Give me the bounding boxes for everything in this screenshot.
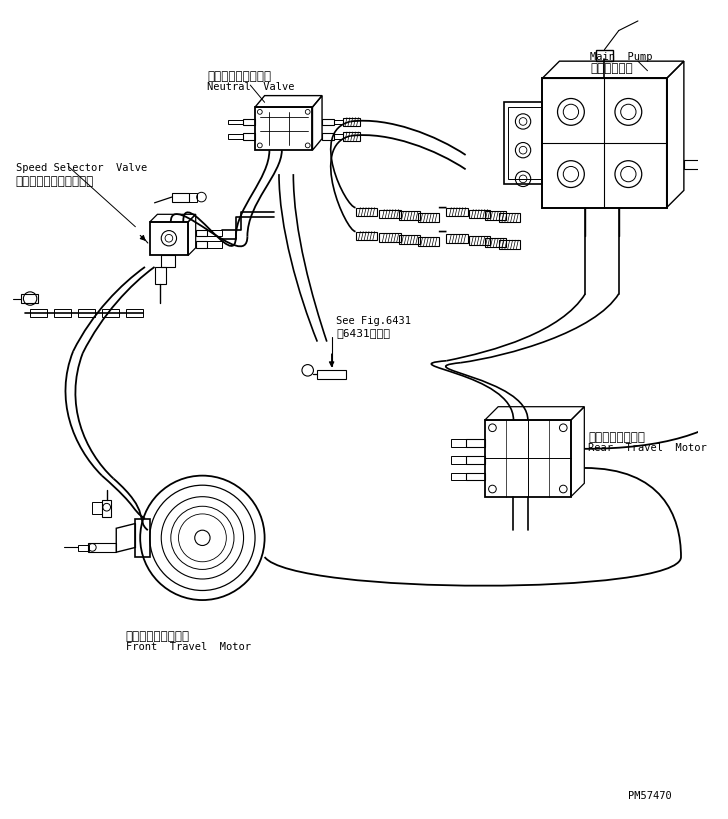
Bar xyxy=(451,473,466,481)
Bar xyxy=(229,120,242,125)
Bar xyxy=(717,161,728,170)
Bar xyxy=(196,230,207,237)
Bar xyxy=(333,135,343,139)
Bar xyxy=(399,236,419,245)
Bar xyxy=(466,440,485,447)
Bar xyxy=(161,256,175,268)
Bar xyxy=(343,119,360,127)
Bar xyxy=(507,108,542,179)
Bar xyxy=(189,194,197,202)
Bar xyxy=(102,500,111,517)
Bar xyxy=(485,212,506,221)
Bar xyxy=(196,242,207,248)
Bar xyxy=(322,133,333,141)
Bar xyxy=(229,135,242,139)
Bar xyxy=(126,310,143,317)
Bar xyxy=(54,310,71,317)
Bar xyxy=(466,457,485,464)
Bar xyxy=(78,545,90,551)
Bar xyxy=(379,210,400,219)
Bar xyxy=(92,503,102,514)
Text: Rear  Travel  Motor: Rear Travel Motor xyxy=(588,442,707,453)
Bar xyxy=(78,310,95,317)
Text: Speed Selector  Valve: Speed Selector Valve xyxy=(16,162,147,173)
Bar xyxy=(469,210,489,219)
Bar xyxy=(102,310,119,317)
Text: Main  Pump: Main Pump xyxy=(590,52,652,62)
Text: リヤー走行モータ: リヤー走行モータ xyxy=(588,430,645,443)
Bar xyxy=(207,242,221,248)
Bar xyxy=(418,238,439,247)
Text: See Fig.6431: See Fig.6431 xyxy=(336,315,411,325)
Text: スピードセレクタバルブ: スピードセレクタバルブ xyxy=(16,175,94,188)
Text: ニュートラルバルブ: ニュートラルバルブ xyxy=(207,70,272,83)
Bar xyxy=(343,133,360,142)
Bar xyxy=(469,237,489,246)
Text: メインポンプ: メインポンプ xyxy=(590,61,633,75)
Text: Neutral  Valve: Neutral Valve xyxy=(207,82,295,93)
Bar xyxy=(30,310,47,317)
Bar xyxy=(242,133,255,141)
Bar xyxy=(451,440,466,447)
Text: Front  Travel  Motor: Front Travel Motor xyxy=(126,641,251,651)
Bar xyxy=(355,208,376,217)
Bar xyxy=(499,241,521,250)
Bar xyxy=(154,268,166,285)
Text: 第6431図参照: 第6431図参照 xyxy=(336,328,390,338)
Bar xyxy=(485,239,506,247)
Bar xyxy=(399,212,419,221)
Bar xyxy=(466,473,485,481)
Bar xyxy=(355,233,376,241)
Bar xyxy=(379,234,400,242)
Bar xyxy=(207,230,221,237)
Bar xyxy=(499,214,521,223)
Bar xyxy=(20,294,38,304)
Text: フロント走行モータ: フロント走行モータ xyxy=(126,629,190,642)
Bar xyxy=(418,214,439,223)
Bar xyxy=(596,51,613,62)
Bar xyxy=(333,120,343,125)
Bar xyxy=(322,120,333,126)
Bar xyxy=(684,161,717,170)
Bar xyxy=(87,543,116,553)
Bar xyxy=(446,235,467,244)
Bar xyxy=(172,194,189,202)
Bar xyxy=(446,208,467,217)
Bar xyxy=(317,371,346,379)
Bar xyxy=(714,137,728,158)
Text: PM57470: PM57470 xyxy=(628,790,671,799)
Bar xyxy=(242,120,255,126)
Bar xyxy=(451,457,466,464)
